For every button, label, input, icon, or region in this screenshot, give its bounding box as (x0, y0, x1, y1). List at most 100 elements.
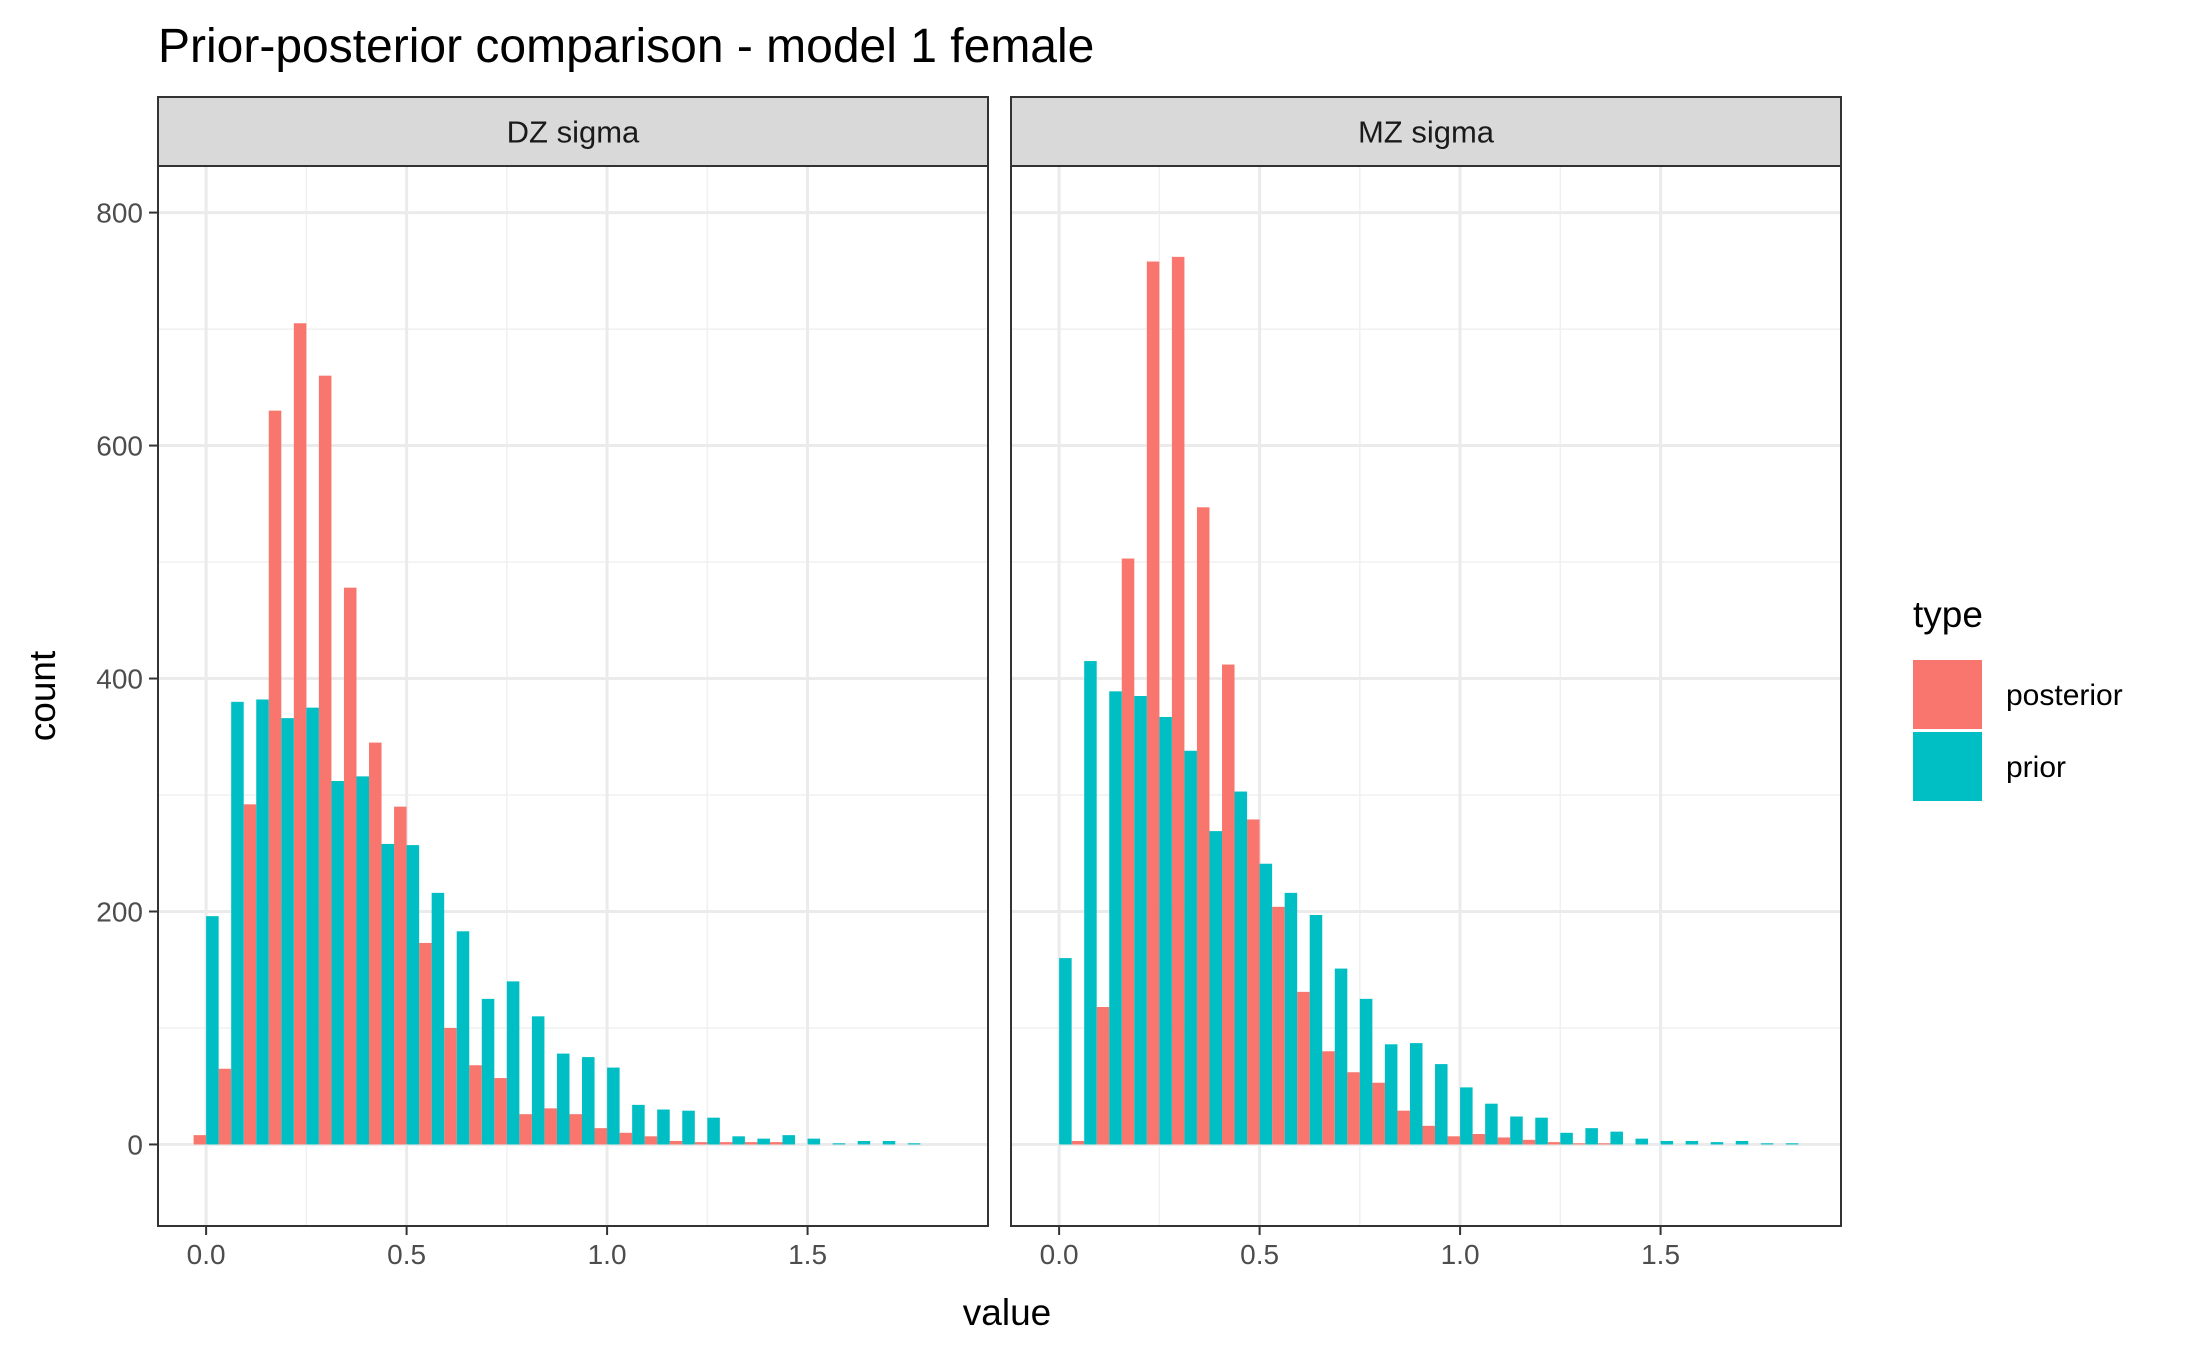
legend-entries: posterior prior (1913, 660, 2123, 801)
bar-prior (1284, 892, 1298, 1145)
bar-prior (1660, 1140, 1674, 1145)
bar-prior (1460, 1087, 1473, 1145)
bar-prior (1435, 1064, 1448, 1145)
bar-prior (1510, 1116, 1523, 1145)
bar-prior (782, 1135, 796, 1145)
bar-posterior (268, 410, 282, 1145)
bar-posterior (318, 375, 332, 1145)
panel-1: DZ sigma 0.0 0.5 1.0 1.5 0 200 400 600 800 (96, 96, 989, 1270)
bar-prior (1134, 696, 1147, 1145)
facet-strip-label: MZ sigma (1358, 115, 1495, 150)
bar-posterior (569, 1114, 583, 1145)
bar-prior (1259, 863, 1273, 1145)
bar-posterior (369, 742, 382, 1145)
bar-posterior (544, 1108, 557, 1145)
x-tick-label: 1.5 (788, 1239, 827, 1270)
bar-prior (1409, 1043, 1423, 1145)
bar-posterior (419, 942, 432, 1145)
bar-posterior (1096, 1007, 1110, 1145)
bar-prior (1760, 1143, 1774, 1145)
bar-prior (1334, 968, 1348, 1145)
bar-prior (456, 931, 470, 1145)
y-tick-label: 0 (127, 1129, 143, 1160)
bar-prior (732, 1136, 745, 1145)
legend-label-posterior: posterior (2006, 679, 2123, 712)
bar-prior (1209, 831, 1223, 1145)
bar-posterior (1372, 1082, 1385, 1145)
bar-posterior (1397, 1110, 1410, 1145)
bar-posterior (1472, 1133, 1486, 1145)
bar-posterior (1171, 256, 1185, 1145)
legend: type posterior prior (1913, 594, 2123, 801)
bar-posterior (469, 1065, 482, 1145)
bar-prior (331, 781, 344, 1145)
bar-prior (832, 1143, 846, 1145)
bar-prior (657, 1109, 670, 1145)
bar-posterior (494, 1078, 507, 1145)
bar-posterior (719, 1142, 733, 1145)
facet-strip (157, 96, 989, 167)
panel-2: MZ sigma 0.0 0.5 1.0 1.5 (1010, 96, 1842, 1270)
bar-prior (757, 1138, 770, 1145)
bar-posterior (1121, 558, 1135, 1145)
bar-prior (306, 707, 319, 1145)
bar-posterior (1347, 1072, 1360, 1145)
x-tick-label: 1.5 (1641, 1239, 1680, 1270)
bar-prior (381, 843, 395, 1145)
bar-posterior (1572, 1143, 1586, 1145)
bar-posterior (594, 1128, 608, 1145)
bar-prior (857, 1140, 871, 1145)
bar-prior (1159, 716, 1172, 1145)
bar-posterior (644, 1136, 658, 1145)
bar-posterior (218, 1068, 232, 1145)
bar-prior (431, 892, 445, 1145)
chart-title: Prior-posterior comparison - model 1 fem… (158, 20, 1094, 73)
bar-prior (1685, 1140, 1699, 1145)
y-tick-label: 200 (96, 896, 143, 927)
bar-prior (807, 1138, 821, 1145)
bar-prior (1785, 1143, 1799, 1145)
facet-strip-label: DZ sigma (507, 115, 640, 150)
bar-posterior (519, 1114, 532, 1145)
bar-prior (206, 916, 219, 1145)
bar-posterior (193, 1135, 207, 1145)
x-tick-label: 0.0 (1040, 1239, 1079, 1270)
bar-prior (1109, 691, 1122, 1145)
bar-prior (406, 845, 420, 1145)
bar-posterior (343, 587, 357, 1145)
bar-prior (1359, 998, 1373, 1145)
bar-posterior (243, 804, 257, 1145)
x-tick-label: 0.0 (187, 1239, 226, 1270)
bar-posterior (694, 1142, 708, 1145)
x-axis-title: value (963, 1292, 1051, 1333)
panels: DZ sigma 0.0 0.5 1.0 1.5 0 200 400 600 800 MZ sigm… (96, 96, 1842, 1270)
legend-key-prior (1913, 732, 1982, 801)
y-tick-label: 600 (96, 431, 143, 462)
bar-prior (1184, 750, 1197, 1145)
bar-posterior (1322, 1051, 1335, 1145)
bar-posterior (1272, 906, 1285, 1145)
bar-posterior (619, 1132, 633, 1145)
legend-title: type (1913, 594, 1983, 635)
bar-prior (1585, 1128, 1598, 1145)
bar-posterior (1597, 1143, 1611, 1145)
bar-posterior (444, 1027, 457, 1145)
bar-prior (1610, 1131, 1623, 1145)
bar-prior (356, 776, 370, 1145)
bar-prior (607, 1067, 620, 1145)
bar-prior (556, 1053, 570, 1145)
bar-posterior (1547, 1142, 1561, 1145)
bar-posterior (1222, 664, 1235, 1145)
bar-posterior (1146, 261, 1160, 1145)
bar-posterior (1447, 1136, 1461, 1145)
bar-prior (481, 998, 495, 1145)
bar-prior (707, 1117, 720, 1145)
bar-prior (1059, 958, 1072, 1145)
legend-label-prior: prior (2006, 751, 2066, 784)
bar-posterior (293, 323, 307, 1145)
bar-prior (882, 1140, 896, 1145)
bar-prior (1710, 1142, 1724, 1145)
x-tick-label: 1.0 (1441, 1239, 1480, 1270)
x-tick-label: 1.0 (588, 1239, 627, 1270)
